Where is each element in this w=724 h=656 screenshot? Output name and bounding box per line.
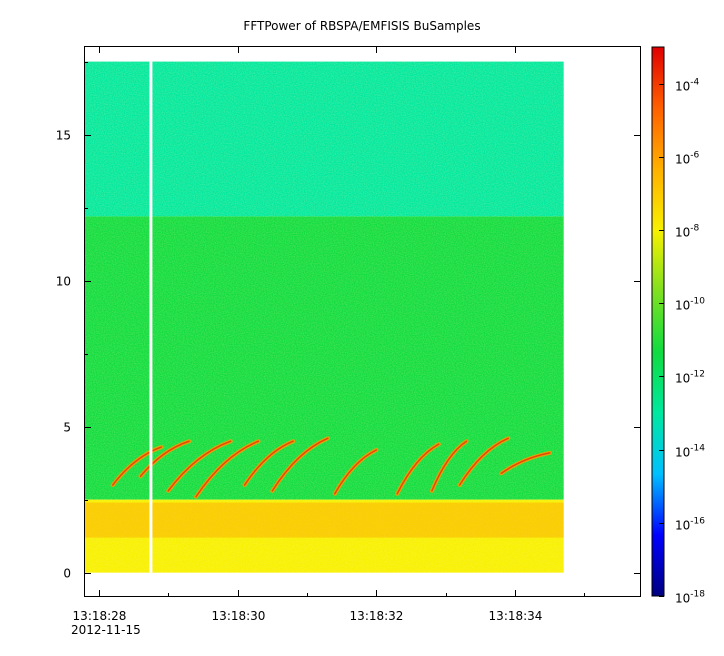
- colorbar-tick-label-0: 10-4: [675, 78, 700, 94]
- chorus-element-core-10: [500, 452, 551, 475]
- colorbar-tick-label-3: 10-10: [675, 297, 705, 313]
- x-tick-label-3: 13:18:34: [489, 609, 543, 623]
- y-tick-label-0: 0: [63, 567, 71, 581]
- chart-title: FFTPower of RBSPA/EMFISIS BuSamples: [243, 19, 480, 33]
- x-date-label: 2012-11-15: [71, 623, 141, 637]
- spectrogram-low-band-glow: [85, 502, 564, 538]
- colorbar-bar: [651, 46, 665, 597]
- chorus-element-core-1: [139, 440, 190, 478]
- colorbar-tick-label-5: 10-14: [675, 444, 705, 460]
- chorus-element-core-7: [396, 443, 440, 495]
- y-axis: 0 5 10 15: [56, 62, 640, 581]
- y-tick-label-1: 5: [63, 421, 71, 435]
- colorbar-tick-label-2: 10-8: [675, 224, 700, 240]
- chorus-element-core-5: [271, 437, 329, 492]
- x-tick-label-1: 13:18:30: [212, 609, 266, 623]
- colorbar-tick-label-6: 10-16: [675, 517, 705, 533]
- colorbar: 10-4 10-6 10-8 10-10 10-12 10-14 10-16 10-18: [651, 46, 705, 606]
- chorus-element-core-4: [243, 440, 294, 486]
- chorus-element-core-6: [334, 449, 378, 495]
- colorbar-tick-label-7: 10-18: [675, 590, 705, 606]
- colorbar-tick-label-1: 10-6: [675, 151, 700, 167]
- chorus-element-core-8: [431, 440, 468, 492]
- x-tick-label-2: 13:18:32: [350, 609, 404, 623]
- colorbar-tick-label-4: 10-12: [675, 370, 705, 386]
- chorus-element-core-2: [167, 440, 232, 492]
- y-tick-label-2: 10: [56, 275, 71, 289]
- spectrogram-noise: [85, 61, 564, 573]
- data-gap-line: [149, 61, 153, 573]
- chorus-element-core-3: [195, 440, 260, 498]
- plot-area: [85, 61, 564, 573]
- plot-frame: [84, 46, 641, 597]
- x-tick-label-0: 13:18:28: [73, 609, 127, 623]
- chorus-element-core-9: [458, 437, 509, 486]
- chorus-element-core-0: [112, 446, 163, 486]
- y-tick-label-3: 15: [56, 129, 71, 143]
- x-axis: 13:18:28 13:18:30 13:18:32 13:18:34: [73, 47, 585, 623]
